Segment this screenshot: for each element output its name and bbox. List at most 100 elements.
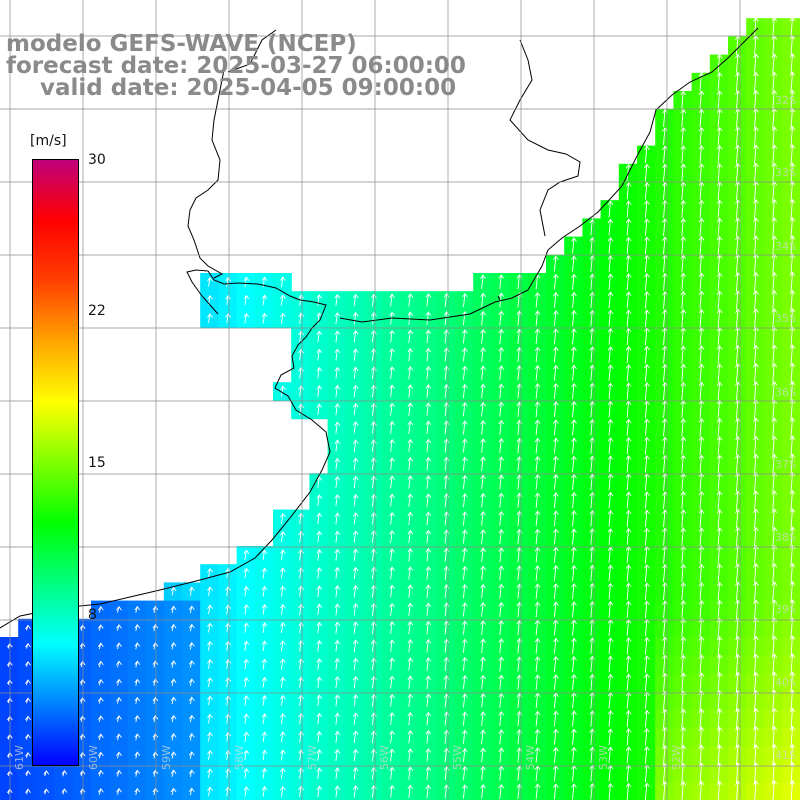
wind-arrow <box>407 366 414 380</box>
wind-arrow <box>480 693 486 708</box>
wind-arrow <box>316 621 323 634</box>
wind-arrow <box>771 725 778 748</box>
wind-arrow <box>480 547 486 563</box>
wind-arrow <box>735 581 741 601</box>
wind-arrow <box>753 726 759 748</box>
wind-arrow <box>698 217 705 237</box>
wind-arrow <box>352 748 359 762</box>
wind-arrow <box>261 640 268 652</box>
wind-arrow <box>789 126 796 147</box>
wind-arrow <box>170 642 177 650</box>
wind-arrow <box>698 563 705 583</box>
wind-arrow <box>571 783 577 800</box>
wind-arrow <box>407 620 414 635</box>
wind-arrow <box>735 490 741 510</box>
wind-arrow <box>480 492 486 508</box>
wind-arrow <box>334 657 341 670</box>
wind-arrow <box>352 384 359 398</box>
wind-arrow <box>553 437 559 454</box>
wind-arrow <box>316 476 323 488</box>
lat-label: 33S <box>775 166 796 179</box>
wind-arrow <box>316 494 323 506</box>
wind-arrow <box>735 381 741 401</box>
wind-arrow <box>407 438 414 453</box>
wind-arrow <box>789 526 796 547</box>
wind-arrow <box>534 528 541 545</box>
wind-arrow <box>607 637 614 655</box>
wind-arrow <box>116 642 122 650</box>
wind-arrow <box>298 585 304 597</box>
wind-arrow <box>225 786 232 797</box>
wind-arrow <box>352 402 359 416</box>
wind-arrow <box>498 474 505 490</box>
wind-arrow <box>334 712 341 725</box>
wind-arrow <box>680 472 687 492</box>
wind-arrow <box>480 638 486 654</box>
wind-arrow <box>553 583 559 600</box>
wind-arrow <box>644 345 650 364</box>
wind-arrow <box>298 549 304 561</box>
wind-arrow <box>298 348 304 361</box>
wind-arrow <box>607 564 614 582</box>
wind-arrow <box>698 509 705 528</box>
wind-arrow <box>789 71 796 92</box>
wind-arrow <box>261 585 268 597</box>
wind-arrow <box>680 582 687 601</box>
wind-arrow <box>280 312 286 324</box>
wind-arrow <box>389 511 395 525</box>
wind-arrow <box>571 583 577 600</box>
wind-arrow <box>789 471 796 493</box>
wind-arrow <box>462 347 468 362</box>
colorbar <box>32 159 79 766</box>
wind-arrow <box>371 748 377 762</box>
wind-arrow <box>498 365 505 381</box>
wind-arrow <box>625 673 632 691</box>
wind-arrow <box>735 235 741 255</box>
wind-arrow <box>243 585 250 597</box>
wind-arrow <box>79 733 86 741</box>
wind-arrow <box>753 526 759 547</box>
wind-arrow <box>771 526 778 547</box>
wind-arrow <box>352 293 359 307</box>
wind-arrow <box>789 180 796 201</box>
coastline-uruguay-brazil <box>187 27 759 323</box>
wind-arrow <box>170 714 177 723</box>
wind-arrow <box>753 271 759 292</box>
wind-arrow <box>462 529 468 544</box>
wind-arrow <box>425 420 432 435</box>
wind-arrow <box>789 89 796 110</box>
wind-arrow <box>625 163 632 182</box>
wind-arrow <box>716 545 723 565</box>
wind-arrow <box>534 583 541 599</box>
wind-arrow <box>207 731 213 742</box>
wind-arrow <box>753 381 759 401</box>
wind-arrow <box>680 381 687 401</box>
wind-arrow <box>334 403 341 416</box>
wind-arrow <box>698 163 705 182</box>
wind-arrow <box>280 276 286 288</box>
wind-arrow <box>789 399 796 420</box>
wind-arrow <box>97 678 104 686</box>
wind-arrow <box>680 654 687 674</box>
wind-arrow <box>680 145 687 164</box>
wind-arrow <box>407 711 414 726</box>
wind-arrow <box>134 660 141 668</box>
wind-arrow <box>407 493 414 507</box>
wind-arrow <box>644 564 650 582</box>
wind-arrow <box>170 678 177 686</box>
wind-arrow <box>644 527 650 546</box>
wind-arrow <box>753 126 759 146</box>
wind-arrow <box>698 72 705 91</box>
wind-arrow <box>298 367 304 379</box>
wind-arrow <box>771 290 778 310</box>
wind-arrow <box>644 145 650 164</box>
wind-arrow <box>553 382 559 399</box>
wind-arrow <box>298 603 304 616</box>
wind-arrow <box>716 308 723 328</box>
wind-arrow <box>553 601 559 618</box>
wind-arrow <box>789 380 796 402</box>
wind-arrow <box>753 399 759 419</box>
wind-arrow <box>261 713 268 724</box>
wind-arrow <box>789 362 796 383</box>
wind-arrow <box>480 602 486 617</box>
